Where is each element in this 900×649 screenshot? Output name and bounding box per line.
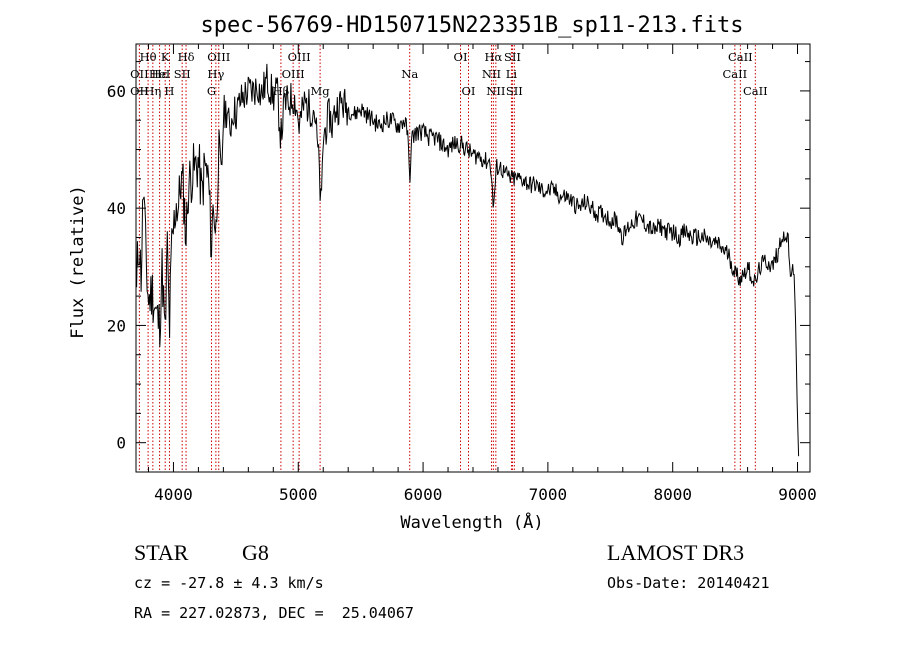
y-tick-label: 20 bbox=[107, 316, 126, 335]
survey-name: LAMOST DR3 bbox=[607, 540, 745, 565]
marker-label: Hη bbox=[144, 84, 161, 98]
marker-label: Na bbox=[401, 67, 418, 81]
marker-label: CaII bbox=[722, 67, 747, 81]
redshift-readout: cz = -27.8 ± 4.3 km/s bbox=[134, 574, 324, 592]
coordinates: RA = 227.02873, DEC = 25.04067 bbox=[134, 604, 414, 622]
x-tick-label: 6000 bbox=[404, 485, 443, 504]
marker-label: SII bbox=[506, 84, 523, 98]
marker-label: K bbox=[161, 50, 170, 64]
x-tick-label: 7000 bbox=[529, 485, 568, 504]
marker-label: Hγ bbox=[207, 67, 224, 81]
marker-label: Hθ bbox=[140, 50, 157, 64]
marker-label: CaII bbox=[728, 50, 753, 64]
marker-label: OI bbox=[462, 84, 476, 98]
marker-label: Hε bbox=[152, 67, 168, 81]
marker-label: H bbox=[164, 84, 174, 98]
x-axis: 4000 5000 6000 7000 8000 9000 bbox=[147, 44, 817, 504]
y-tick-label: 60 bbox=[107, 82, 126, 101]
marker-label: Hα bbox=[484, 50, 502, 64]
x-axis-label: Wavelength (Å) bbox=[400, 511, 543, 533]
marker-label: Li bbox=[506, 67, 518, 81]
marker-label: OI bbox=[454, 50, 468, 64]
x-tick-label: 4000 bbox=[154, 485, 193, 504]
obs-date: Obs-Date: 20140421 bbox=[607, 574, 770, 592]
marker-label: NII bbox=[482, 67, 501, 81]
chart-title: spec-56769-HD150715N223351B_sp11-213.fit… bbox=[200, 13, 743, 38]
flux-line bbox=[136, 63, 800, 457]
x-tick-label: 8000 bbox=[653, 485, 692, 504]
x-tick-label: 9000 bbox=[778, 485, 817, 504]
y-tick-label: 40 bbox=[107, 199, 126, 218]
marker-label: HeI bbox=[149, 67, 170, 81]
marker-label: SII bbox=[174, 67, 191, 81]
marker-label: G bbox=[207, 84, 216, 98]
marker-label: OIII bbox=[282, 67, 305, 81]
marker-label: Hδ bbox=[178, 50, 195, 64]
marker-label: Mg bbox=[311, 84, 331, 98]
object-class: STAR bbox=[134, 540, 189, 565]
line-marker-layer bbox=[138, 45, 756, 471]
y-axis-label: Flux (relative) bbox=[68, 185, 88, 339]
spectral-subclass: G8 bbox=[242, 540, 269, 565]
marker-label: SII bbox=[504, 50, 521, 64]
marker-label: OIII bbox=[207, 50, 230, 64]
marker-label: NII bbox=[486, 84, 505, 98]
marker-label: OIII bbox=[288, 50, 311, 64]
y-tick-label: 0 bbox=[116, 434, 126, 453]
marker-label: CaII bbox=[743, 84, 768, 98]
marker-label: OII bbox=[130, 67, 149, 81]
x-tick-label: 5000 bbox=[279, 485, 318, 504]
y-axis: 0 20 40 60 bbox=[107, 61, 810, 453]
